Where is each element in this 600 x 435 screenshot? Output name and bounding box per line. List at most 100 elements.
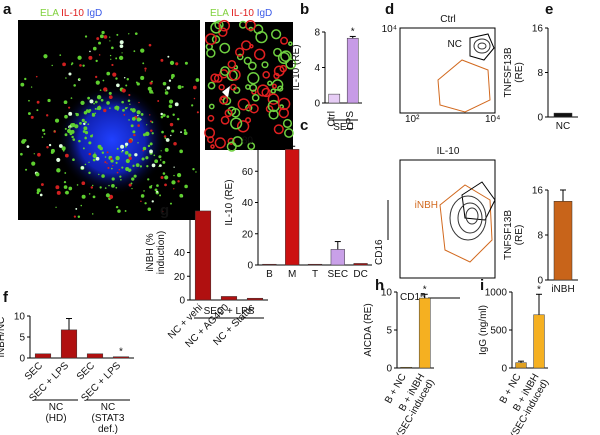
micrograph-speckle bbox=[142, 146, 147, 151]
micrograph-speckle bbox=[108, 91, 112, 95]
micrograph-speckle bbox=[149, 120, 152, 123]
micrograph-speckle bbox=[149, 149, 153, 154]
flow-tick-label: 10⁴ bbox=[485, 114, 500, 125]
micrograph-speckle bbox=[219, 42, 231, 54]
micrograph-speckle bbox=[80, 166, 85, 170]
micrograph-speckle bbox=[154, 159, 159, 164]
micrograph-speckle bbox=[79, 64, 82, 67]
micrograph-speckle bbox=[210, 144, 215, 149]
micrograph-speckle bbox=[134, 32, 138, 36]
micrograph-speckle bbox=[210, 21, 223, 34]
micrograph-speckle bbox=[183, 129, 187, 132]
bar bbox=[515, 362, 527, 369]
micrograph-speckle bbox=[56, 190, 61, 195]
micrograph-speckle bbox=[168, 79, 172, 82]
micrograph-speckle bbox=[173, 166, 175, 168]
micrograph-speckle bbox=[107, 72, 109, 74]
micrograph-speckle bbox=[171, 73, 175, 78]
micrograph-speckle bbox=[24, 77, 27, 81]
micrograph-speckle bbox=[106, 151, 109, 154]
micrograph-speckle bbox=[83, 122, 86, 126]
micrograph-speckle bbox=[43, 54, 48, 59]
micrograph-speckle bbox=[30, 86, 33, 88]
micrograph-speckle bbox=[79, 121, 82, 125]
micrograph-speckle bbox=[171, 129, 175, 133]
micrograph-speckle bbox=[36, 100, 40, 104]
micrograph-speckle bbox=[65, 190, 69, 195]
micrograph-speckle bbox=[96, 37, 100, 41]
micrograph-speckle bbox=[247, 142, 256, 151]
y-tick-label: 16 bbox=[532, 186, 544, 197]
micrograph-speckle bbox=[51, 64, 53, 67]
micrograph-speckle bbox=[168, 99, 174, 104]
stain-label: IL-10 bbox=[61, 8, 84, 19]
significance: * bbox=[351, 26, 355, 37]
micrograph-speckle bbox=[81, 118, 85, 122]
micrograph-speckle bbox=[159, 159, 162, 161]
y-axis-label: iNBH (%induction) bbox=[145, 231, 167, 274]
stain-label: ELA bbox=[210, 8, 229, 19]
micrograph-speckle bbox=[271, 83, 277, 89]
micrograph-speckle bbox=[92, 158, 96, 162]
flow-gate-label: iNBH bbox=[415, 200, 438, 211]
y-tick-label: 4 bbox=[314, 63, 320, 74]
micrograph-speckle bbox=[68, 126, 71, 129]
micrograph-speckle bbox=[180, 131, 182, 134]
micrograph-speckle bbox=[144, 67, 147, 70]
micrograph-speckle bbox=[282, 118, 293, 129]
micrograph-speckle bbox=[146, 124, 148, 126]
y-axis-label: iNBH/NC bbox=[0, 317, 7, 358]
micrograph-speckle bbox=[177, 173, 182, 178]
micrograph-speckle bbox=[108, 184, 110, 187]
micrograph-speckle bbox=[92, 46, 97, 51]
bar bbox=[307, 263, 323, 266]
micrograph-speckle bbox=[170, 134, 172, 137]
micrograph-speckle bbox=[77, 55, 82, 60]
micrograph-speckle bbox=[163, 135, 167, 138]
micrograph-speckle bbox=[253, 48, 266, 61]
micrograph-speckle bbox=[40, 183, 44, 186]
micrograph-speckle bbox=[129, 103, 131, 106]
micrograph-speckle bbox=[110, 159, 114, 163]
micrograph-speckle bbox=[193, 97, 196, 100]
micrograph-speckle bbox=[81, 194, 86, 199]
micrograph-speckle bbox=[63, 180, 67, 184]
micrograph-speckle bbox=[122, 109, 125, 112]
micrograph-speckle bbox=[101, 174, 105, 178]
micrograph-speckle bbox=[64, 153, 69, 158]
flow-contour bbox=[477, 42, 487, 50]
micrograph-speckle bbox=[118, 168, 121, 171]
micrograph-speckle bbox=[195, 171, 197, 173]
micrograph-speckle bbox=[218, 84, 225, 91]
micrograph-speckle bbox=[94, 100, 98, 104]
x-tick-label: iNBH bbox=[551, 284, 574, 295]
micrograph-speckle bbox=[207, 81, 216, 90]
micrograph-speckle bbox=[118, 55, 124, 61]
micrograph-speckle bbox=[74, 124, 79, 129]
x-tick-label: Ctrl bbox=[326, 111, 337, 127]
micrograph-speckle bbox=[232, 136, 243, 147]
group-label: SEC bbox=[333, 122, 354, 133]
micrograph-speckle bbox=[218, 19, 231, 32]
micrograph-speckle bbox=[88, 161, 90, 164]
micrograph-speckle bbox=[103, 108, 107, 113]
micrograph-speckle bbox=[220, 115, 230, 125]
micrograph-speckle bbox=[97, 144, 102, 149]
micrograph-speckle bbox=[267, 93, 280, 105]
micrograph-speckle bbox=[131, 117, 136, 121]
micrograph-speckle bbox=[46, 114, 49, 117]
flow-tick-label: 10² bbox=[405, 114, 420, 125]
micrograph-speckle bbox=[229, 83, 237, 91]
bar bbox=[346, 37, 359, 104]
micrograph-speckle bbox=[55, 206, 57, 208]
arrowhead bbox=[222, 86, 230, 98]
micrograph-speckle bbox=[268, 109, 279, 120]
micrograph-speckle bbox=[71, 62, 74, 65]
micrograph-speckle bbox=[82, 64, 85, 67]
micrograph-speckle bbox=[177, 180, 180, 183]
micrograph-speckle bbox=[99, 34, 104, 39]
micrograph-speckle bbox=[123, 77, 126, 79]
micrograph-speckle bbox=[273, 124, 284, 135]
micrograph-speckle bbox=[270, 88, 277, 94]
micrograph-speckle bbox=[73, 84, 76, 87]
